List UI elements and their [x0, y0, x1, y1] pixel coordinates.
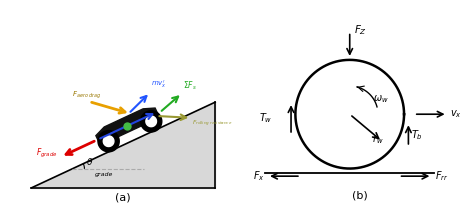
- Text: $\theta$: $\theta$: [86, 156, 94, 167]
- Text: $F_Z$: $F_Z$: [354, 23, 367, 37]
- Text: $T_b$: $T_b$: [411, 128, 423, 142]
- Text: $F_{rr}$: $F_{rr}$: [435, 169, 448, 183]
- Text: $F_x$: $F_x$: [253, 169, 264, 183]
- Text: $v_x$: $v_x$: [450, 108, 462, 120]
- Text: grade: grade: [95, 172, 113, 177]
- Polygon shape: [103, 136, 114, 147]
- Text: $mv_x'$: $mv_x'$: [151, 79, 167, 91]
- Text: $F_{aero\ drag}$: $F_{aero\ drag}$: [72, 89, 102, 101]
- Text: $r_w$: $r_w$: [372, 133, 383, 146]
- Polygon shape: [96, 108, 160, 145]
- Text: $F_{grade}$: $F_{grade}$: [36, 147, 58, 160]
- Text: $\Sigma F_s$: $\Sigma F_s$: [183, 80, 197, 92]
- Text: $T_w$: $T_w$: [259, 112, 273, 125]
- Polygon shape: [141, 111, 162, 132]
- Polygon shape: [31, 102, 215, 188]
- Text: $\omega_w$: $\omega_w$: [373, 93, 388, 105]
- Text: $F_{rolling\ resistance}$: $F_{rolling\ resistance}$: [192, 119, 233, 129]
- Text: (b): (b): [352, 190, 367, 200]
- Polygon shape: [146, 116, 156, 127]
- Text: (a): (a): [116, 192, 131, 202]
- Polygon shape: [98, 131, 119, 152]
